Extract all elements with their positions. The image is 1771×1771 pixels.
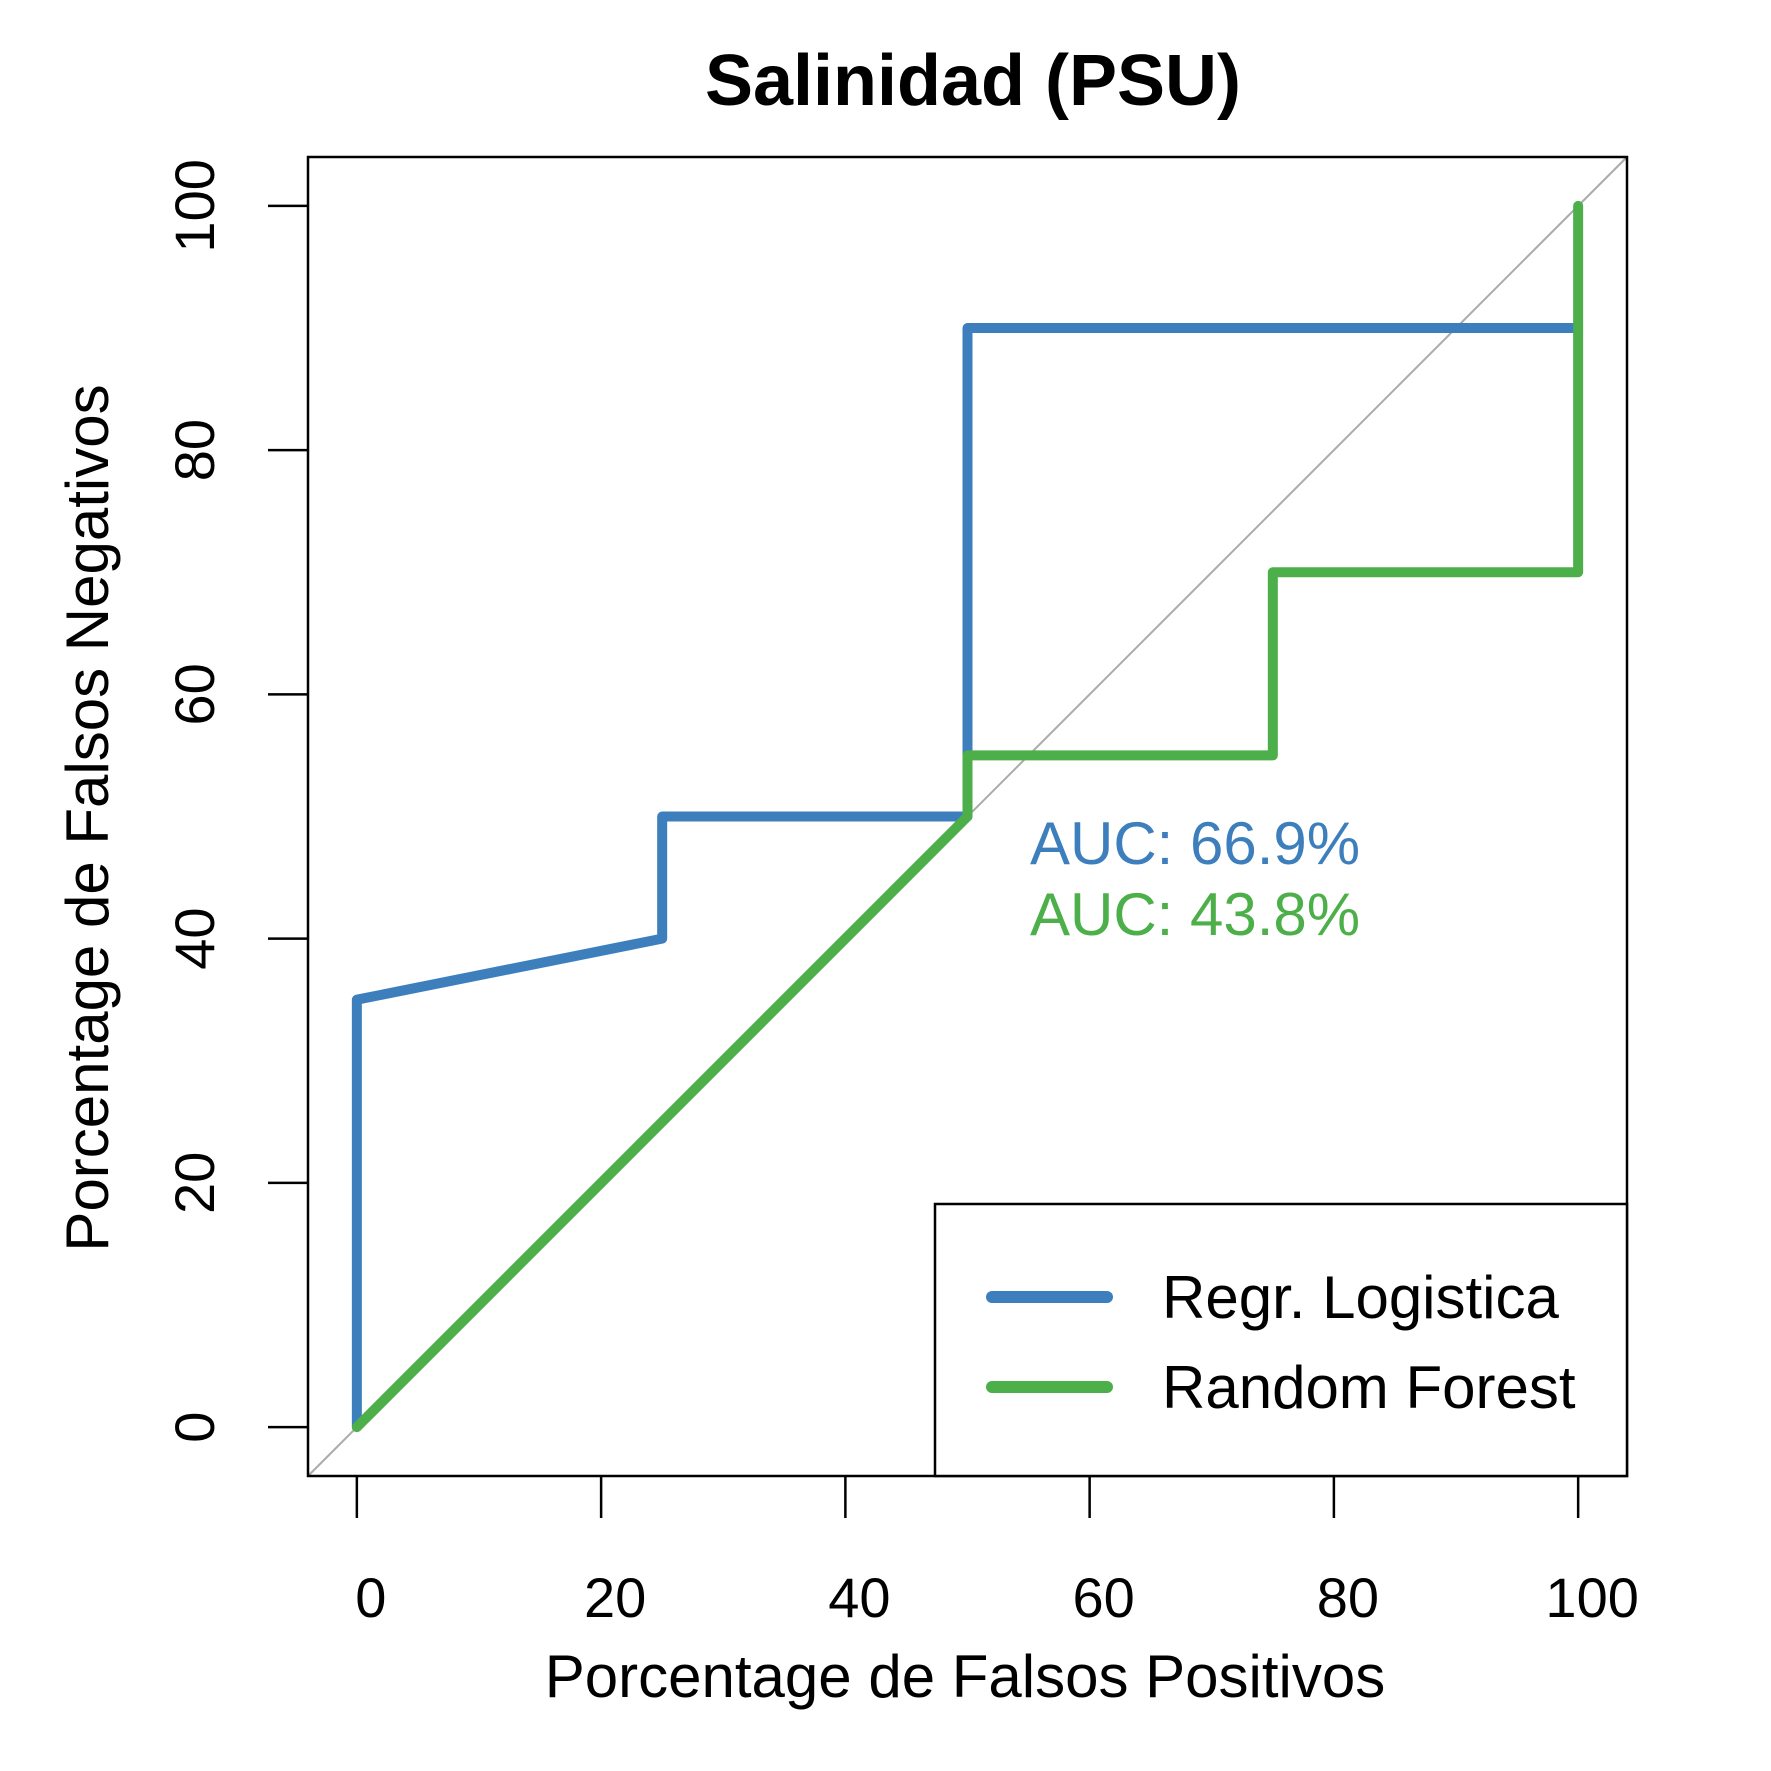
series-line-random-forest <box>351 200 1584 1433</box>
x-tick-label: 0 <box>355 1566 386 1629</box>
legend-label-random-forest: Random Forest <box>1162 1354 1576 1421</box>
y-axis-label: Porcentage de Falsos Negativos <box>54 384 121 1251</box>
legend: Regr. Logistica Random Forest <box>933 1202 1629 1478</box>
x-tick-label: 100 <box>1545 1566 1638 1629</box>
x-tick-label: 20 <box>584 1566 646 1629</box>
x-tick-label: 80 <box>1317 1566 1379 1629</box>
chart-title: Salinidad (PSU) <box>705 41 1241 121</box>
y-tick-label: 60 <box>163 663 226 725</box>
series-layer <box>351 200 1584 1433</box>
y-axis: 0 20 40 60 80 100 <box>163 159 308 1443</box>
y-tick-label: 80 <box>163 419 226 481</box>
x-axis-label: Porcentage de Falsos Positivos <box>545 1643 1385 1710</box>
x-axis: 0 20 40 60 80 100 <box>355 1476 1639 1629</box>
series-line-regr-logistica <box>351 322 1584 1433</box>
auc-annotation-random-forest: AUC: 43.8% <box>1030 881 1360 948</box>
x-tick-label: 40 <box>828 1566 890 1629</box>
auc-annotation-regr-logistica: AUC: 66.9% <box>1030 810 1360 877</box>
y-tick-label: 40 <box>163 907 226 969</box>
y-tick-label: 20 <box>163 1152 226 1214</box>
legend-box <box>933 1202 1629 1478</box>
y-tick-label: 100 <box>163 159 226 252</box>
y-tick-label: 0 <box>163 1412 226 1443</box>
legend-label-regr-logistica: Regr. Logistica <box>1162 1264 1560 1331</box>
x-tick-label: 60 <box>1072 1566 1134 1629</box>
